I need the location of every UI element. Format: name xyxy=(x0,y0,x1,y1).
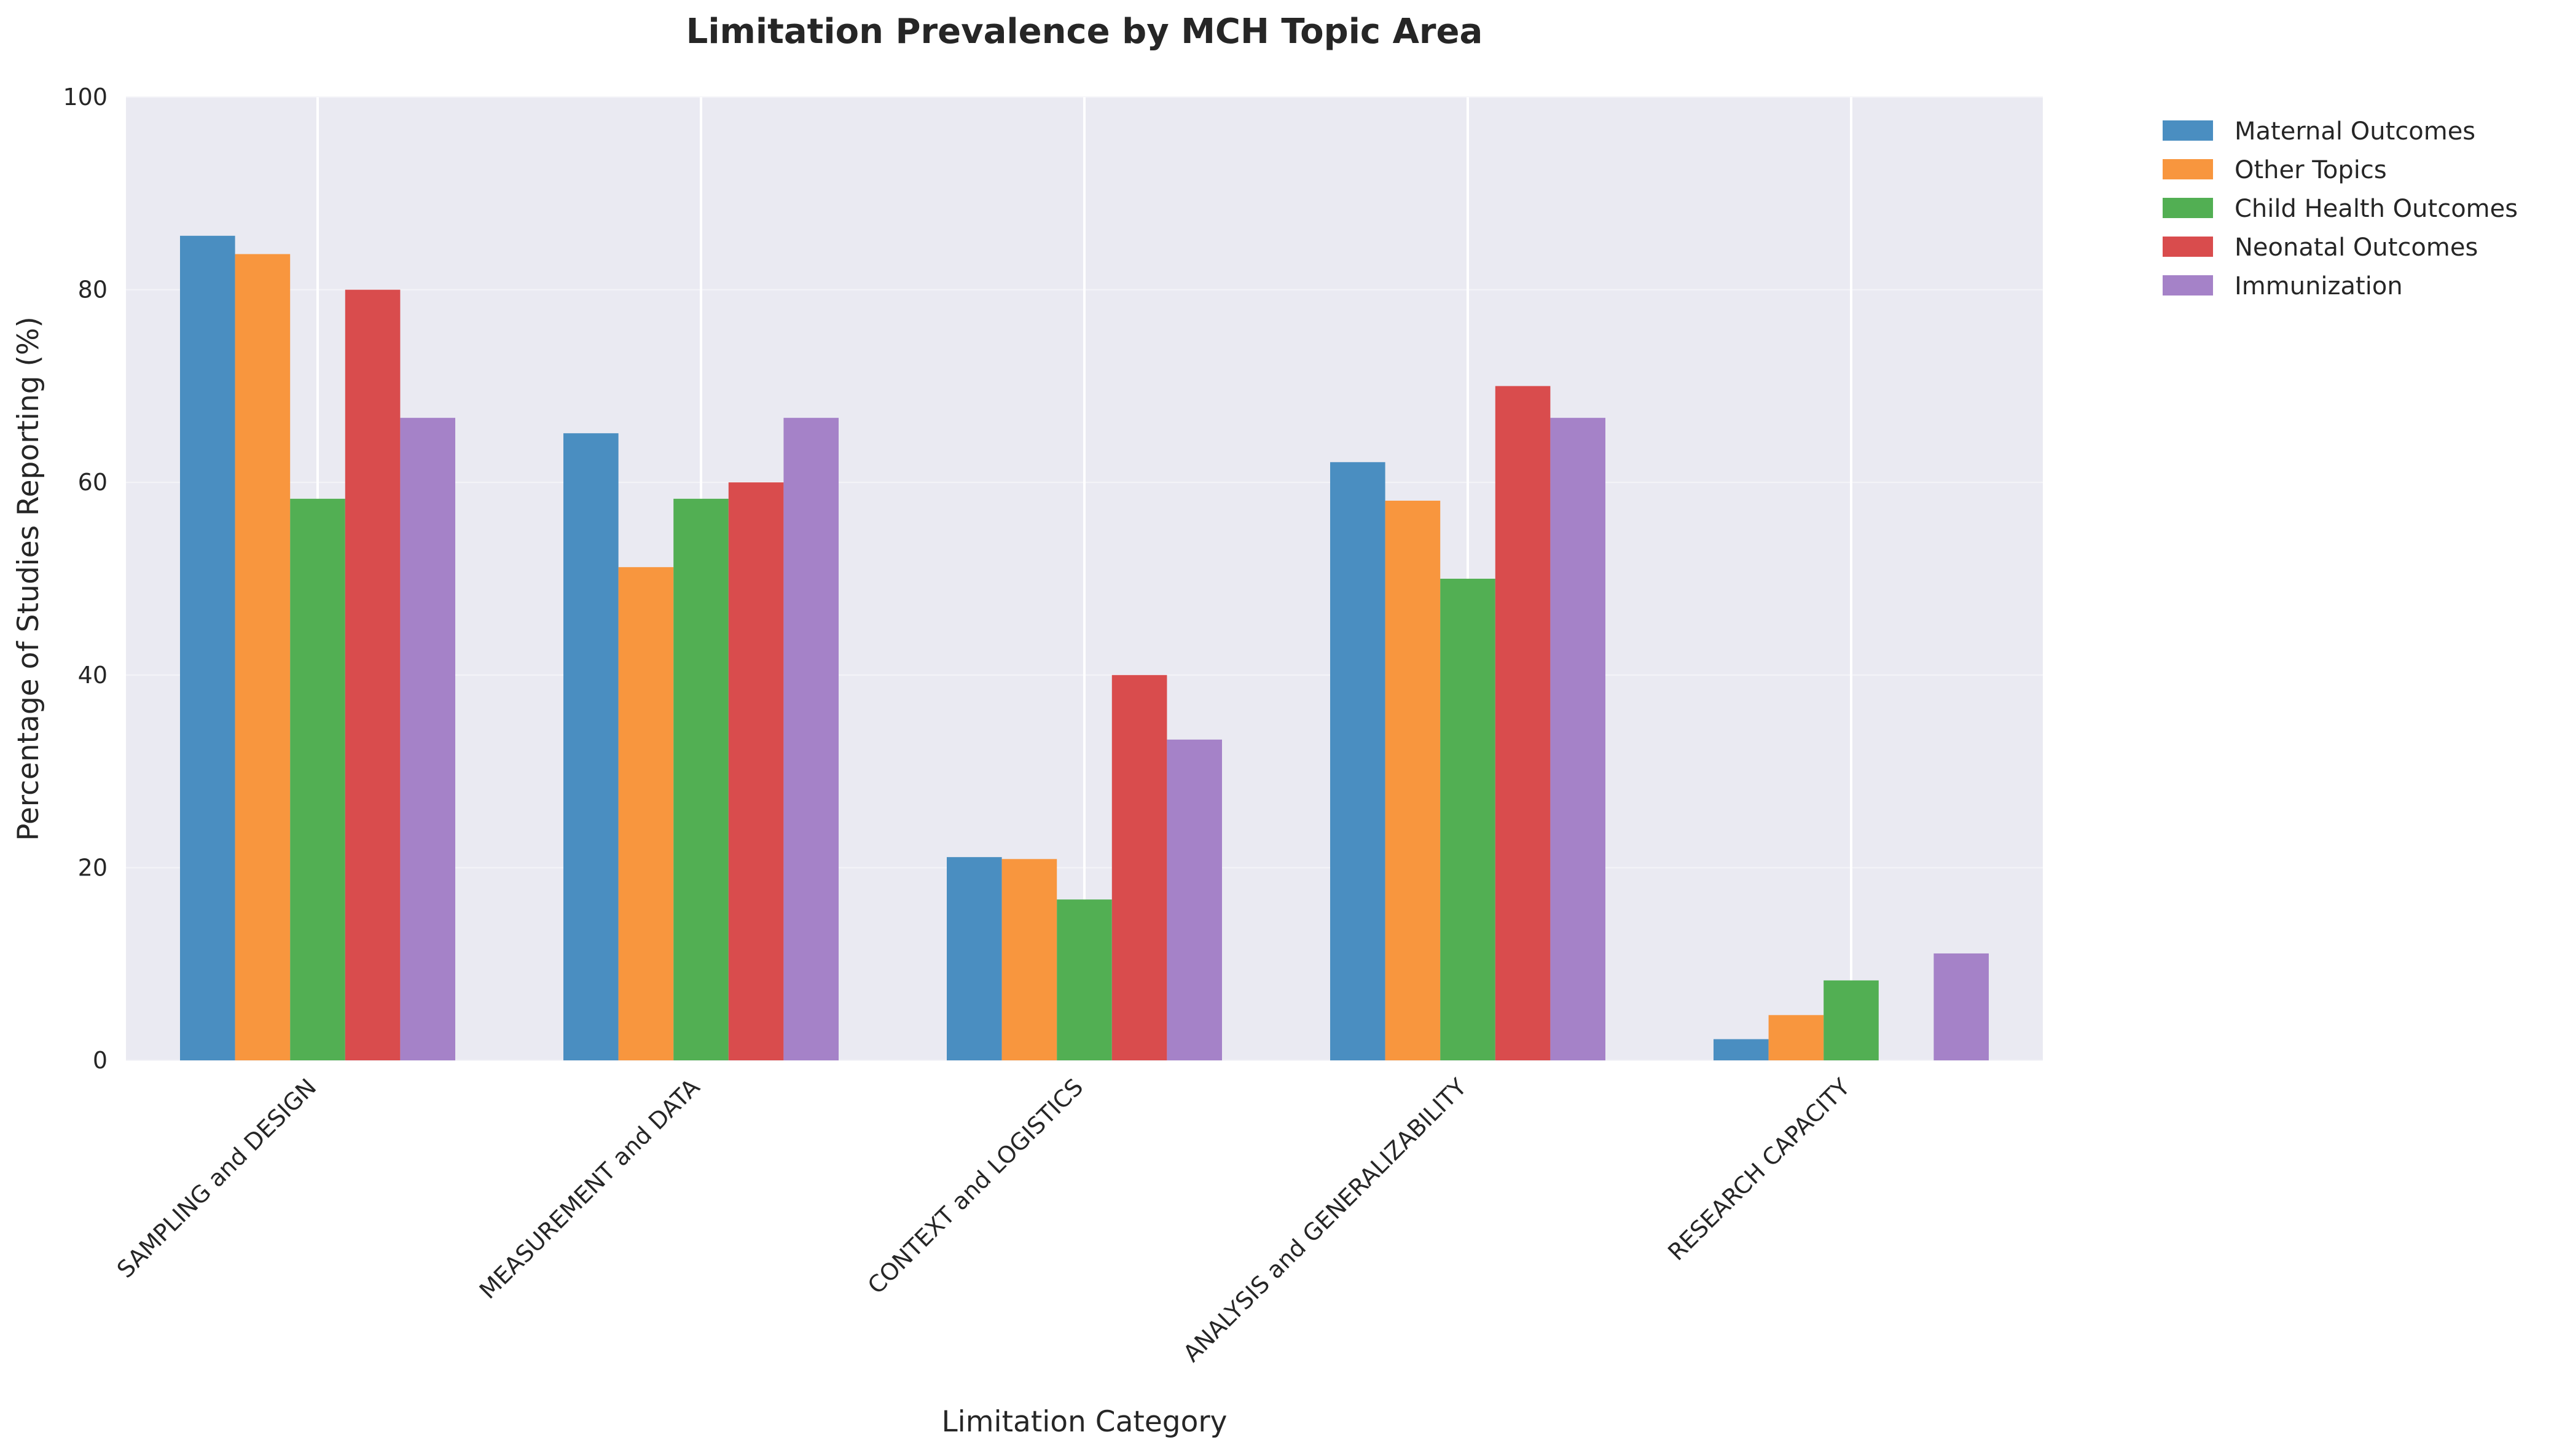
bar xyxy=(290,498,345,1060)
y-tick-label: 80 xyxy=(78,276,108,303)
y-tick-label: 20 xyxy=(78,854,108,881)
bar xyxy=(400,418,455,1060)
bar xyxy=(1768,1015,1824,1060)
bar xyxy=(1167,739,1222,1060)
y-tick-label: 60 xyxy=(78,469,108,496)
bar xyxy=(235,254,291,1061)
bar xyxy=(618,567,674,1060)
legend-label: Neonatal Outcomes xyxy=(2235,233,2478,262)
x-axis-label: Limitation Category xyxy=(942,1405,1228,1439)
legend-swatch xyxy=(2163,159,2213,179)
bar xyxy=(1440,579,1495,1060)
legend-label: Immunization xyxy=(2235,272,2403,300)
bar xyxy=(1714,1039,1769,1060)
bar xyxy=(180,235,235,1060)
legend-label: Other Topics xyxy=(2235,156,2387,184)
bar xyxy=(1823,980,1879,1060)
legend-label: Maternal Outcomes xyxy=(2235,117,2475,146)
bar xyxy=(1111,675,1167,1060)
bar xyxy=(783,418,839,1060)
y-axis-ticks: 0 20 40 60 80 100 xyxy=(63,84,108,1074)
bar xyxy=(1001,859,1057,1060)
bar xyxy=(1933,953,1989,1060)
bar xyxy=(947,857,1002,1060)
bar xyxy=(1495,386,1551,1060)
bar xyxy=(728,482,784,1060)
bar xyxy=(1057,899,1112,1060)
y-tick-label: 0 xyxy=(93,1047,108,1074)
bars xyxy=(180,235,1989,1061)
bar xyxy=(673,498,729,1060)
bar xyxy=(1550,418,1605,1060)
legend-label: Child Health Outcomes xyxy=(2235,195,2518,223)
bar xyxy=(563,433,619,1060)
y-axis-label: Percentage of Studies Reporting (%) xyxy=(12,316,45,841)
legend-swatch xyxy=(2163,237,2213,257)
bar xyxy=(1330,462,1385,1060)
legend-swatch xyxy=(2163,275,2213,296)
legend-swatch xyxy=(2163,198,2213,218)
bar xyxy=(1385,500,1441,1060)
bar xyxy=(345,289,401,1061)
legend: Maternal Outcomes Other Topics Child Healt… xyxy=(2163,117,2518,300)
y-tick-label: 100 xyxy=(63,84,108,111)
legend-swatch xyxy=(2163,120,2213,141)
chart-title: Limitation Prevalence by MCH Topic Area xyxy=(686,12,1483,52)
y-tick-label: 40 xyxy=(78,662,108,689)
